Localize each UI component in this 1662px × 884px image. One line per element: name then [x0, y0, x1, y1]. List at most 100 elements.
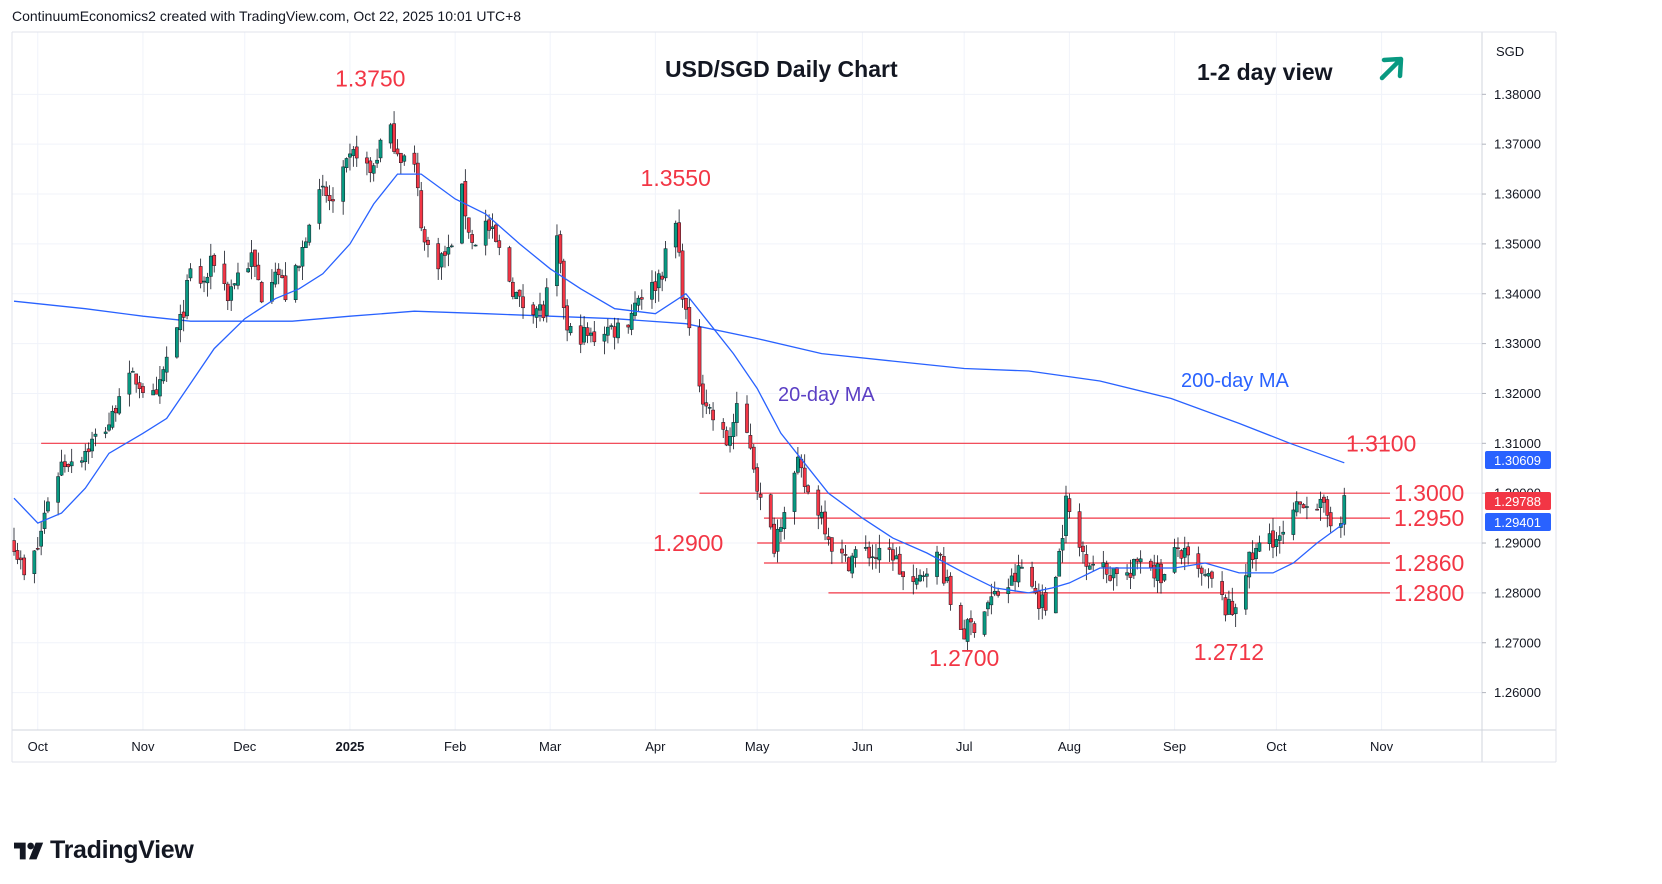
y-tick-label: 1.29000: [1494, 536, 1541, 551]
candle-body: [592, 331, 597, 343]
candle-body: [1176, 547, 1180, 550]
candle-body: [636, 297, 641, 306]
candle-body: [1247, 551, 1252, 578]
candle-body: [443, 251, 447, 256]
candle-body: [154, 389, 159, 395]
candle-body: [1301, 504, 1306, 509]
candle-body: [300, 247, 305, 267]
candle-body: [853, 549, 858, 558]
x-tick-label: Jul: [956, 739, 973, 754]
candle-body: [225, 283, 230, 302]
candle-body: [436, 243, 441, 270]
candle-body: [1108, 575, 1112, 581]
candle-body: [704, 402, 709, 407]
candle-body: [463, 181, 468, 217]
currency-label: SGD: [1496, 44, 1524, 59]
candle-body: [185, 279, 189, 317]
x-tick-label: 2025: [335, 739, 364, 754]
candle-body: [816, 489, 821, 516]
candle-body: [1043, 592, 1048, 611]
candle-body: [395, 148, 400, 155]
candle-body: [1267, 533, 1272, 544]
candle-body: [1294, 501, 1299, 513]
candle-body: [164, 356, 169, 373]
candle-body: [256, 264, 261, 281]
candle-body: [22, 557, 27, 576]
x-tick-label: Mar: [539, 739, 562, 754]
candle-body: [1081, 545, 1085, 552]
candle-body: [56, 476, 60, 503]
candle-body: [958, 605, 963, 630]
candle-body: [897, 553, 902, 575]
candle-body: [1325, 499, 1330, 516]
candle-body: [1132, 559, 1136, 576]
candle-body: [840, 548, 844, 554]
y-tick-label: 1.31000: [1494, 436, 1541, 451]
candle-body: [731, 422, 736, 437]
candle-body: [151, 390, 155, 396]
candle-body: [39, 530, 43, 547]
candle-body: [1243, 575, 1248, 610]
candle-body: [772, 523, 776, 554]
candle-body: [534, 308, 539, 318]
y-axis-labels: 1.38000 1.37000 1.36000 1.35000 1.34000 1.330…: [1482, 87, 1541, 700]
candle-body: [415, 162, 420, 189]
y-tick-label: 1.26000: [1494, 685, 1541, 700]
candle-body: [178, 314, 183, 331]
candle-body: [887, 547, 892, 550]
candle-body: [1104, 563, 1109, 575]
candle-body: [558, 234, 563, 264]
candle-body: [46, 501, 50, 512]
y-tick-label: 1.32000: [1494, 386, 1541, 401]
candle-body: [609, 325, 614, 327]
candle-body: [1230, 600, 1235, 615]
candle-body: [962, 628, 967, 640]
candle-body: [972, 623, 977, 633]
candle-body: [80, 460, 84, 463]
level-label: 1.3000: [1394, 480, 1464, 506]
candle-body: [819, 511, 824, 518]
candle-body: [1162, 574, 1167, 581]
candle-body: [1128, 572, 1133, 578]
candle-body: [846, 557, 851, 572]
candle-body: [1172, 547, 1177, 573]
candle-body: [629, 312, 634, 330]
candle-body: [378, 139, 383, 159]
extreme-label: 1.2700: [929, 645, 999, 671]
level-label: 1.3100: [1346, 430, 1416, 456]
candle-body: [677, 222, 681, 253]
candle-body: [470, 234, 474, 243]
candle-body: [1298, 501, 1302, 505]
candle-body: [236, 272, 240, 286]
candle-body: [222, 263, 227, 284]
candle-body: [701, 383, 705, 405]
candle-body: [32, 550, 37, 574]
extreme-label: 1.3550: [641, 165, 711, 191]
extreme-label: 1.3750: [335, 65, 405, 91]
candle-body: [829, 537, 834, 552]
candle-body: [901, 571, 905, 578]
candle-body: [755, 467, 760, 492]
candle-body: [175, 327, 179, 358]
candle-body: [113, 408, 118, 414]
x-tick-label: Feb: [444, 739, 466, 754]
x-tick-label: Oct: [28, 739, 49, 754]
candle-body: [697, 326, 702, 387]
candle-body: [948, 575, 953, 605]
candle-body: [1064, 495, 1068, 536]
y-tick-label: 1.27000: [1494, 635, 1541, 650]
candle-body: [1281, 531, 1286, 535]
candle-body: [870, 556, 875, 559]
candle-body: [606, 326, 610, 336]
x-tick-label: Apr: [645, 739, 666, 754]
candle-body: [1077, 511, 1082, 548]
candle-body: [426, 239, 430, 245]
candle-body: [419, 190, 424, 229]
candle-body: [1101, 562, 1106, 568]
ma20-line: [13, 173, 1345, 594]
candle-body: [439, 253, 444, 268]
candle-body: [941, 556, 946, 584]
candle-body: [446, 247, 451, 255]
candle-body: [1186, 546, 1191, 556]
